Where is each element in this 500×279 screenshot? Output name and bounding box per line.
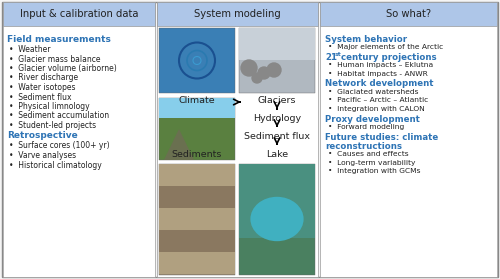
- Bar: [320, 2, 497, 277]
- Ellipse shape: [250, 197, 304, 241]
- Text: •  Sediment flux: • Sediment flux: [9, 93, 72, 102]
- Bar: [3, 2, 155, 26]
- Circle shape: [258, 67, 270, 79]
- Text: Network development: Network development: [325, 80, 434, 88]
- Text: Climate: Climate: [178, 96, 216, 105]
- Text: •  Integration with GCMs: • Integration with GCMs: [328, 169, 420, 174]
- Text: •  River discharge: • River discharge: [9, 73, 78, 83]
- Bar: [3, 2, 155, 277]
- Text: Glaciers: Glaciers: [258, 96, 296, 105]
- Text: •  Habitat impacts - ANWR: • Habitat impacts - ANWR: [328, 71, 428, 77]
- Text: •  Human impacts – Eklutna: • Human impacts – Eklutna: [328, 62, 433, 69]
- Text: •  Pacific – Arctic – Atlantic: • Pacific – Arctic – Atlantic: [328, 97, 428, 104]
- Bar: [157, 2, 318, 277]
- Text: Proxy development: Proxy development: [325, 114, 420, 124]
- Text: So what?: So what?: [386, 9, 431, 19]
- Text: Input & calibration data: Input & calibration data: [20, 9, 138, 19]
- Bar: [157, 2, 318, 26]
- Bar: [159, 98, 235, 118]
- Bar: [239, 28, 315, 60]
- Text: •  Student-led projects: • Student-led projects: [9, 121, 96, 130]
- Circle shape: [241, 60, 257, 76]
- Text: •  Glacier volume (airborne): • Glacier volume (airborne): [9, 64, 117, 73]
- Text: System behavior: System behavior: [325, 35, 407, 44]
- Text: •  Causes and effects: • Causes and effects: [328, 151, 408, 158]
- Bar: [159, 164, 235, 186]
- Text: st: st: [334, 52, 341, 57]
- Text: •  Weather: • Weather: [9, 45, 50, 54]
- Text: •  Glaciated watersheds: • Glaciated watersheds: [328, 89, 418, 95]
- Bar: [159, 252, 235, 274]
- Text: Sediment flux: Sediment flux: [244, 132, 310, 141]
- Bar: [159, 164, 235, 275]
- Bar: [159, 208, 235, 230]
- Text: 21: 21: [325, 53, 337, 62]
- Text: •  Varve analyses: • Varve analyses: [9, 151, 76, 160]
- Bar: [320, 2, 497, 26]
- Bar: [239, 28, 315, 93]
- Text: •  Water isotopes: • Water isotopes: [9, 83, 76, 92]
- Text: •  Long-term variability: • Long-term variability: [328, 160, 416, 166]
- Text: Sediments: Sediments: [172, 150, 222, 159]
- Text: •  Major elements of the Arctic: • Major elements of the Arctic: [328, 44, 444, 50]
- Text: century projections: century projections: [338, 53, 436, 62]
- Text: •  Sediment accumulation: • Sediment accumulation: [9, 112, 109, 121]
- Circle shape: [252, 73, 262, 83]
- Text: •  Glacier mass balance: • Glacier mass balance: [9, 54, 101, 64]
- Text: Retrospective: Retrospective: [7, 131, 78, 141]
- Text: Hydrology: Hydrology: [253, 114, 301, 123]
- Text: Field measurements: Field measurements: [7, 35, 111, 44]
- Circle shape: [267, 63, 281, 77]
- Text: Lake: Lake: [266, 150, 288, 159]
- Text: •  Surface cores (100+ yr): • Surface cores (100+ yr): [9, 141, 110, 150]
- Bar: [239, 164, 315, 275]
- Bar: [159, 28, 235, 93]
- Text: reconstructions: reconstructions: [325, 142, 402, 151]
- Text: •  Integration with CALON: • Integration with CALON: [328, 106, 425, 112]
- Text: •  Forward modeling: • Forward modeling: [328, 124, 404, 130]
- Bar: [159, 186, 235, 208]
- Text: •  Historical climatology: • Historical climatology: [9, 160, 102, 170]
- Bar: [159, 230, 235, 252]
- Text: Future studies: climate: Future studies: climate: [325, 133, 438, 141]
- Text: System modeling: System modeling: [194, 9, 281, 19]
- Bar: [239, 164, 315, 238]
- Polygon shape: [164, 129, 194, 160]
- Bar: [159, 98, 235, 160]
- Text: •  Physical limnology: • Physical limnology: [9, 102, 90, 111]
